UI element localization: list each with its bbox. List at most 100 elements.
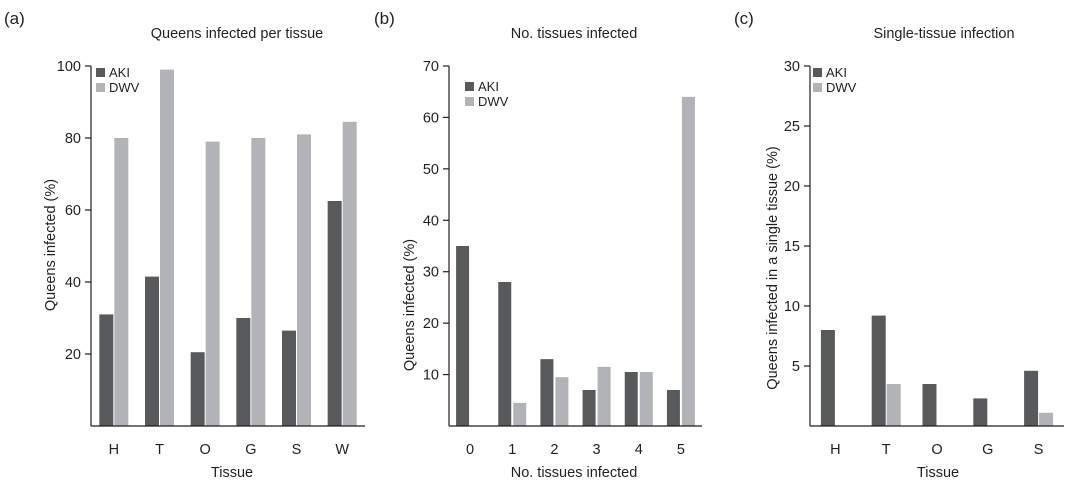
panel-c-bar-dwv-S — [1039, 412, 1054, 426]
panel-a-bar-dwv-W — [342, 121, 357, 427]
panel-a-x-axis-label: Tissue — [211, 465, 253, 481]
panel-c-bar-aki-H — [820, 330, 835, 426]
panel-b-bar-aki-2 — [540, 359, 554, 426]
panel-c-bar-aki-S — [1024, 370, 1039, 426]
panel-b-x-tick-label: 2 — [550, 442, 558, 458]
panel-a-bars — [99, 69, 357, 427]
panel-a-legend-label-aki: AKI — [109, 65, 130, 80]
panel-b-y-tick-label: 50 — [423, 162, 439, 178]
panel-c-axes — [809, 66, 1064, 427]
panel-b-x-tick-label: 3 — [593, 442, 601, 458]
panel-a-bar-dwv-O — [205, 141, 220, 426]
panel-b-x-tick-label: 0 — [466, 442, 474, 458]
panel-a-x-tick-label: S — [292, 442, 302, 458]
panel-b-x-axis-label: No. tissues infected — [511, 465, 638, 481]
panel-c-x-axis-label: Tissue — [917, 465, 959, 481]
panel-b-ticks: 10 20 30 40 50 60 70 0 1 2 3 4 5 — [423, 59, 685, 458]
panel-c: (c) Single-tissue infection Queens infec… — [734, 9, 1064, 481]
panel-b-bar-dwv-1 — [513, 402, 527, 426]
panel-c-legend-label-aki: AKI — [826, 65, 847, 80]
panel-c-y-tick-label: 5 — [792, 359, 800, 375]
panel-a-ticks: 20 40 60 80 100 H T O G S W — [57, 59, 350, 458]
panel-a-legend-swatch-aki — [96, 68, 105, 77]
panel-a-bar-aki-G — [236, 318, 251, 426]
panel-b-title: No. tissues infected — [511, 26, 638, 42]
panel-a-x-tick-label: G — [245, 442, 256, 458]
panel-c-x-tick-label: O — [931, 442, 942, 458]
panel-c-title: Single-tissue infection — [873, 26, 1014, 42]
panel-c-legend-swatch-dwv — [813, 83, 822, 92]
panel-b-y-tick-label: 40 — [423, 213, 439, 229]
panel-c-bar-aki-T — [871, 315, 886, 426]
panel-b-bar-aki-5 — [666, 390, 680, 426]
panel-a-title: Queens infected per tissue — [151, 26, 324, 42]
panel-a-axes — [90, 66, 365, 427]
panel-b-x-tick-label: 4 — [635, 442, 643, 458]
panel-a-y-tick-label: 100 — [57, 59, 81, 75]
panel-a-bar-aki-W — [327, 201, 342, 426]
panel-b-y-tick-label: 20 — [423, 316, 439, 332]
panel-a-y-tick-label: 40 — [65, 275, 81, 291]
panel-c-letter: (c) — [734, 9, 754, 28]
panel-b-letter: (b) — [374, 9, 395, 28]
panel-a-y-tick-label: 20 — [65, 347, 81, 363]
panel-b-y-tick-label: 70 — [423, 59, 439, 75]
panel-a-y-tick-label: 60 — [65, 203, 81, 219]
panel-c-bar-dwv-T — [886, 384, 901, 426]
panel-a-bar-dwv-G — [251, 138, 266, 426]
panel-c-x-tick-label: T — [882, 442, 891, 458]
panel-b-bar-dwv-3 — [597, 366, 611, 426]
panel-c-bar-aki-O — [922, 384, 937, 426]
panel-b-legend-label-aki: AKI — [478, 79, 499, 94]
panel-a: (a) Queens infected per tissue Queens in… — [4, 9, 365, 481]
panel-b-y-tick-label: 30 — [423, 265, 439, 281]
panel-c-y-tick-label: 30 — [784, 59, 800, 75]
panel-a-bar-aki-T — [145, 276, 159, 426]
panel-b-x-tick-label: 1 — [508, 442, 516, 458]
panel-b: (b) No. tissues infected Queens infected… — [374, 9, 702, 481]
panel-b-bar-aki-0 — [456, 246, 470, 426]
panel-a-bar-dwv-T — [160, 69, 174, 426]
panel-c-x-tick-label: H — [830, 442, 840, 458]
panel-c-y-tick-label: 25 — [784, 119, 800, 135]
panel-a-x-tick-label: H — [109, 442, 119, 458]
panel-b-bar-dwv-4 — [639, 372, 653, 426]
panel-c-legend-swatch-aki — [813, 68, 822, 77]
panel-a-bar-dwv-H — [114, 138, 129, 426]
panel-a-bar-aki-O — [190, 352, 205, 426]
panel-b-y-tick-label: 60 — [423, 110, 439, 126]
panel-c-x-tick-label: S — [1034, 442, 1044, 458]
panel-b-x-tick-label: 5 — [677, 442, 685, 458]
panel-b-bar-dwv-5 — [681, 96, 695, 427]
panel-a-x-tick-label: T — [155, 442, 164, 458]
panel-a-x-tick-label: W — [335, 442, 349, 458]
panel-b-bar-dwv-2 — [555, 377, 569, 426]
panel-a-bar-aki-H — [99, 314, 114, 426]
panel-c-y-axis-label: Queens infected in a single tissue (%) — [765, 146, 781, 389]
panel-c-ticks: 5 10 15 20 25 30 H T O G S — [784, 59, 1044, 458]
panel-c-y-tick-label: 10 — [784, 299, 800, 315]
panel-a-x-tick-label: O — [200, 442, 211, 458]
panel-c-y-tick-label: 20 — [784, 179, 800, 195]
panel-c-bar-aki-G — [973, 398, 988, 426]
panel-b-bar-aki-4 — [624, 372, 638, 426]
panel-c-legend-label-dwv: DWV — [826, 80, 857, 95]
panel-b-legend-swatch-aki — [465, 82, 474, 91]
panel-a-y-axis-label: Queens infected (%) — [43, 179, 59, 311]
panel-c-x-tick-label: G — [982, 442, 993, 458]
panel-b-legend-swatch-dwv — [465, 97, 474, 106]
panel-a-legend-swatch-dwv — [96, 83, 105, 92]
panel-a-bar-aki-S — [282, 330, 296, 426]
panel-b-bars — [456, 96, 695, 427]
panel-a-letter: (a) — [4, 9, 25, 28]
panel-b-legend-label-dwv: DWV — [478, 94, 509, 109]
panel-c-bars — [820, 315, 1054, 426]
panel-b-bar-aki-1 — [498, 282, 512, 426]
panel-c-y-tick-label: 15 — [784, 239, 800, 255]
panel-b-y-axis-label: Queens infected (%) — [402, 239, 418, 371]
panel-b-bar-aki-3 — [582, 390, 596, 426]
